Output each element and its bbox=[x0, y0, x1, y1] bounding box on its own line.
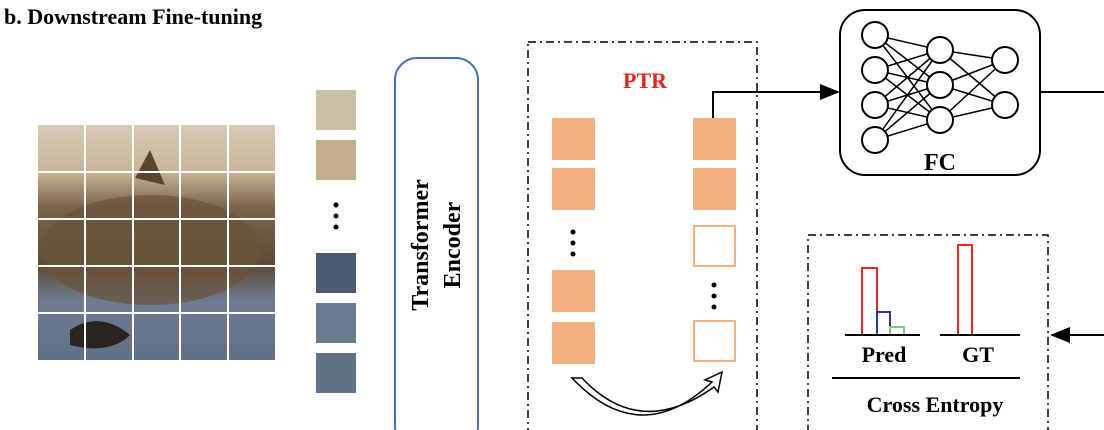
loss-label: Cross Entropy bbox=[867, 392, 1004, 417]
distribution bbox=[832, 244, 1020, 379]
ptr-label: PTR bbox=[623, 68, 668, 93]
encoder-label: Transformer bbox=[408, 179, 434, 311]
pred-label: Pred bbox=[862, 342, 907, 367]
arrow bbox=[712, 84, 840, 118]
image bbox=[38, 125, 275, 360]
tokens bbox=[552, 118, 736, 364]
network bbox=[861, 21, 1019, 154]
gt-label: GT bbox=[962, 342, 994, 367]
loss-box bbox=[807, 234, 1049, 430]
ptr-box bbox=[527, 41, 758, 430]
encoder-box bbox=[394, 57, 479, 430]
encoder-label: Encoder bbox=[440, 201, 466, 288]
title: b. Downstream Fine-tuning bbox=[4, 4, 262, 29]
reorder-arrow bbox=[570, 370, 724, 416]
fc-label: FC bbox=[924, 150, 956, 176]
patches bbox=[316, 90, 356, 393]
